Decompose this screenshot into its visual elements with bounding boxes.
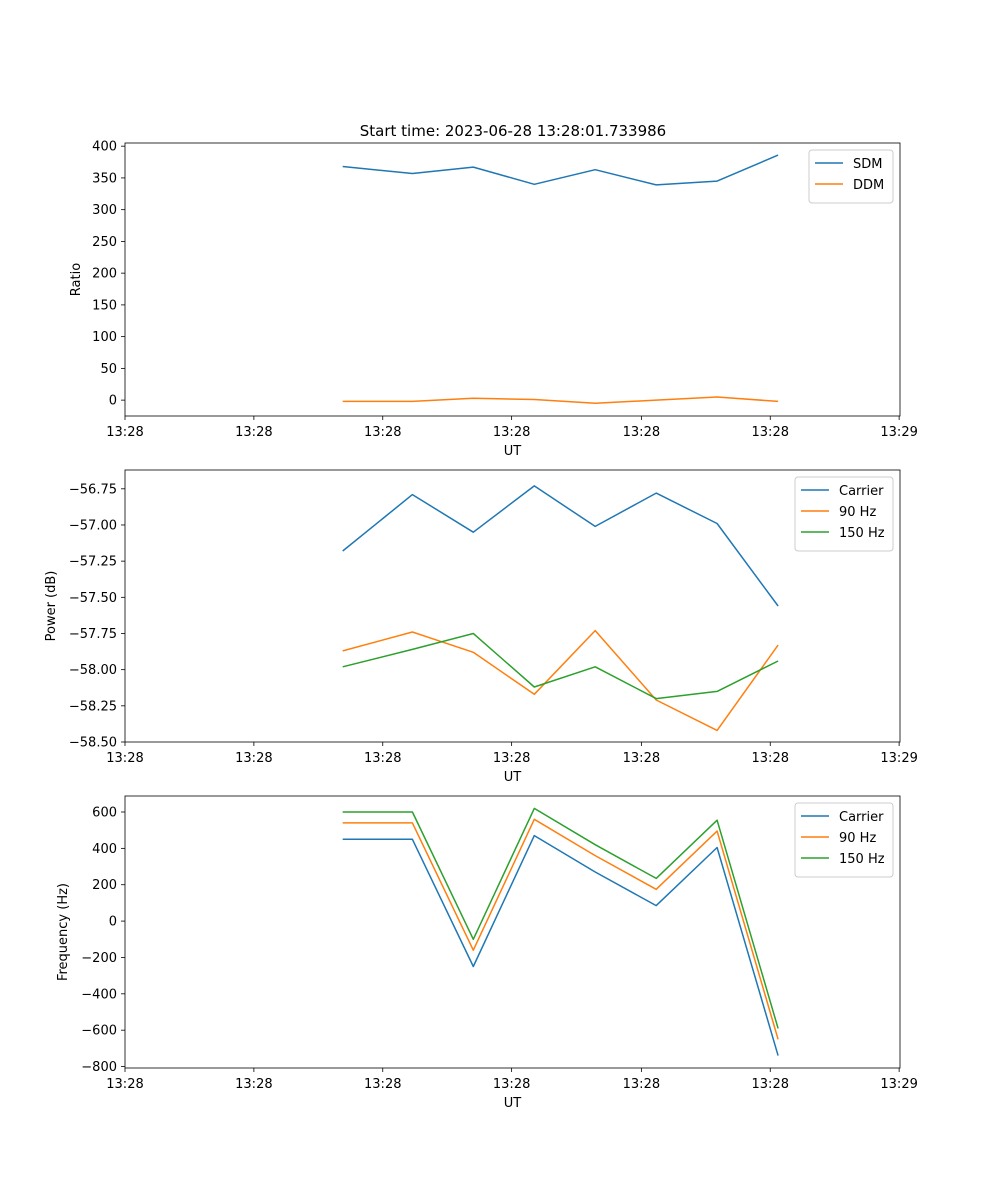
charts: 13:28 13:28 13:28 13:28 13:28 13:28 13:29 UT 0 50…: [44, 140, 918, 1111]
series-line-2: [342, 629, 779, 732]
chart-3: 13:28 13:28 13:28 13:28 13:28 13:28 13:29 UT −80…: [56, 795, 918, 1111]
y-tick-label: −57.50: [69, 591, 117, 606]
legend-label: Carrier: [839, 484, 884, 499]
x-tick-label: 13:28: [752, 425, 789, 440]
legend-label: SDM: [853, 157, 882, 172]
y-tick-label: 250: [92, 235, 117, 250]
x-tick-label: 13:28: [235, 1077, 272, 1092]
x-tick-label: 13:29: [880, 1077, 917, 1092]
y-tick-label: −400: [81, 987, 117, 1002]
y-tick-label: −56.75: [69, 482, 117, 497]
x-axis-label: UT: [504, 1096, 522, 1111]
legend-label: DDM: [853, 178, 884, 193]
y-tick-label: −58.25: [69, 699, 117, 714]
chart-1: 13:28 13:28 13:28 13:28 13:28 13:28 13:29 UT 0 50…: [69, 140, 918, 459]
x-tick-label: 13:28: [493, 425, 530, 440]
legend-label: Carrier: [839, 810, 884, 825]
x-tick-label: 13:28: [364, 1077, 401, 1092]
x-tick-label: 13:28: [493, 751, 530, 766]
y-tick-label: 150: [92, 298, 117, 313]
x-tick-label: 13:28: [623, 751, 660, 766]
y-tick-label: 0: [109, 915, 117, 930]
legend-label: 90 Hz: [839, 831, 876, 846]
x-tick-label: 13:28: [106, 1077, 143, 1092]
legend: SDM DDM: [808, 149, 894, 204]
series-line-3: [342, 807, 779, 1029]
legend-label: 90 Hz: [839, 505, 876, 520]
chart-2: 13:28 13:28 13:28 13:28 13:28 13:28 13:29 UT −58…: [44, 469, 918, 785]
y-tick-label: 350: [92, 171, 117, 186]
series-line-3: [342, 632, 779, 700]
x-tick-label: 13:29: [880, 425, 917, 440]
y-tick-label: 200: [92, 878, 117, 893]
y-tick-label: −57.25: [69, 555, 117, 570]
series-line-1: [342, 834, 779, 1056]
y-tick-label: −58.50: [69, 736, 117, 751]
axes-frame: [124, 795, 901, 1069]
x-tick-label: 13:28: [623, 425, 660, 440]
y-tick-label: −200: [81, 951, 117, 966]
legend: Carrier 90 Hz 150 Hz: [794, 802, 894, 878]
x-tick-label: 13:28: [106, 425, 143, 440]
y-tick-label: 100: [92, 330, 117, 345]
y-tick-label: 400: [92, 842, 117, 857]
x-tick-label: 13:28: [623, 1077, 660, 1092]
y-tick-label: −58.00: [69, 663, 117, 678]
figure-title: Start time: 2023-06-28 13:28:01.733986: [360, 122, 666, 140]
x-tick-label: 13:28: [235, 751, 272, 766]
y-axis-label: Power (dB): [44, 571, 59, 642]
series-line-2: [342, 818, 779, 1040]
x-tick-label: 13:28: [493, 1077, 530, 1092]
legend-label: 150 Hz: [839, 526, 885, 541]
y-tick-label: −57.75: [69, 627, 117, 642]
y-tick-label: 600: [92, 806, 117, 821]
y-axis-label: Ratio: [69, 263, 84, 296]
series-line-1: [342, 154, 779, 186]
x-tick-label: 13:28: [364, 425, 401, 440]
y-tick-label: 300: [92, 203, 117, 218]
y-tick-label: −600: [81, 1024, 117, 1039]
y-tick-label: 400: [92, 140, 117, 155]
x-axis-label: UT: [504, 444, 522, 459]
axes-frame: [124, 142, 901, 417]
legend-label: 150 Hz: [839, 852, 885, 867]
y-tick-label: 0: [109, 394, 117, 409]
x-tick-label: 13:28: [235, 425, 272, 440]
x-tick-label: 13:28: [752, 1077, 789, 1092]
y-tick-label: 50: [100, 362, 117, 377]
y-tick-label: −800: [81, 1060, 117, 1075]
y-tick-label: −57.00: [69, 518, 117, 533]
axes-frame: [124, 469, 901, 743]
series-line-2: [342, 396, 779, 405]
x-tick-label: 13:28: [364, 751, 401, 766]
x-axis-label: UT: [504, 770, 522, 785]
x-tick-label: 13:28: [106, 751, 143, 766]
legend: Carrier 90 Hz 150 Hz: [794, 476, 894, 552]
x-tick-label: 13:29: [880, 751, 917, 766]
series-line-1: [342, 485, 779, 607]
y-tick-label: 200: [92, 267, 117, 282]
x-tick-label: 13:28: [752, 751, 789, 766]
y-axis-label: Frequency (Hz): [56, 883, 71, 981]
